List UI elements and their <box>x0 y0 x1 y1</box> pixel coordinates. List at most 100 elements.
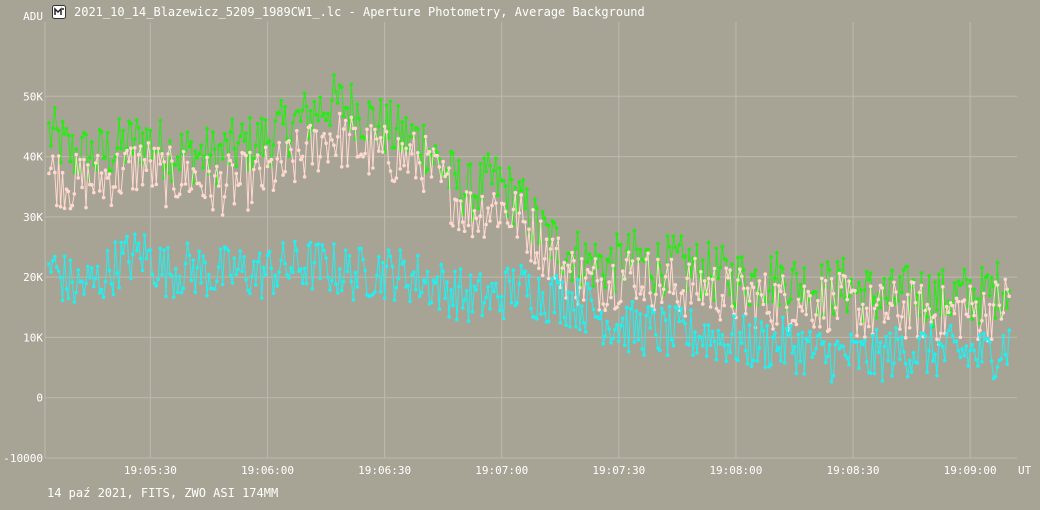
data-point <box>458 267 463 271</box>
data-point <box>644 313 648 318</box>
data-point <box>859 322 863 326</box>
data-point <box>123 240 127 245</box>
data-point <box>941 345 945 349</box>
data-point <box>343 118 348 123</box>
data-point <box>626 349 631 354</box>
data-point <box>950 303 955 308</box>
data-point <box>665 234 670 238</box>
data-point <box>306 243 311 248</box>
data-point <box>49 166 53 171</box>
data-point <box>786 333 791 337</box>
data-point <box>923 333 928 338</box>
data-point <box>291 270 295 275</box>
data-point <box>640 347 645 351</box>
data-point <box>630 300 635 304</box>
data-point <box>1005 305 1009 310</box>
data-point <box>318 154 323 159</box>
data-point <box>480 313 485 318</box>
data-point <box>238 182 242 186</box>
data-point <box>127 259 131 264</box>
data-point <box>371 292 375 297</box>
data-point <box>941 285 945 289</box>
data-point <box>847 279 851 284</box>
data-point <box>1005 287 1009 292</box>
data-point <box>168 139 172 143</box>
data-point <box>185 241 190 246</box>
data-point <box>769 319 773 323</box>
data-point <box>642 353 646 357</box>
data-point <box>252 167 256 172</box>
data-point <box>720 244 725 249</box>
data-point <box>894 326 898 330</box>
data-point <box>792 261 797 265</box>
data-point <box>970 317 974 322</box>
data-point <box>265 253 270 258</box>
data-point <box>714 306 719 311</box>
data-point <box>341 279 346 284</box>
data-point <box>285 272 289 277</box>
data-point <box>203 195 207 200</box>
data-point <box>790 268 795 272</box>
data-point <box>679 306 684 311</box>
data-point <box>751 358 756 363</box>
data-point <box>925 315 929 319</box>
data-point <box>51 258 55 263</box>
data-point <box>316 242 321 246</box>
data-point <box>488 219 492 223</box>
data-point <box>158 162 162 166</box>
data-point <box>382 124 387 129</box>
data-point <box>78 157 82 162</box>
data-point <box>718 318 723 322</box>
data-point <box>425 152 430 156</box>
data-point <box>788 324 793 328</box>
data-point <box>728 268 732 272</box>
data-point <box>300 108 305 112</box>
data-point <box>74 152 78 157</box>
data-point <box>941 268 945 272</box>
data-point <box>269 266 274 271</box>
data-point <box>566 263 570 268</box>
data-point <box>767 289 771 293</box>
data-point <box>985 336 990 341</box>
data-point <box>287 139 291 143</box>
data-point <box>970 342 974 347</box>
data-point <box>144 127 149 131</box>
data-point <box>109 203 114 207</box>
telescope-app-icon[interactable] <box>52 5 66 19</box>
data-point <box>449 288 453 292</box>
data-point <box>291 120 295 125</box>
data-point <box>964 277 969 282</box>
data-point <box>296 148 301 153</box>
data-point <box>255 260 260 264</box>
data-point <box>884 296 888 301</box>
data-point <box>158 119 162 123</box>
data-point <box>550 237 555 242</box>
data-point <box>199 184 203 188</box>
data-point <box>431 278 436 283</box>
data-point <box>841 344 846 349</box>
data-point <box>134 118 139 122</box>
data-point <box>761 329 766 333</box>
data-point <box>939 331 943 336</box>
data-point <box>246 208 250 212</box>
data-point <box>864 269 869 274</box>
data-point <box>148 128 153 133</box>
data-point <box>857 366 861 370</box>
data-point <box>250 200 254 205</box>
data-point <box>416 127 420 131</box>
data-point <box>779 289 783 294</box>
data-point <box>396 136 401 141</box>
data-point <box>681 289 685 293</box>
data-point <box>230 117 235 121</box>
data-point <box>656 242 660 246</box>
data-point <box>279 98 284 103</box>
data-point <box>310 286 315 291</box>
data-point <box>812 325 816 329</box>
data-point <box>150 184 155 188</box>
data-point <box>968 348 972 353</box>
data-point <box>47 121 51 125</box>
data-point <box>907 326 912 330</box>
data-point <box>207 272 211 277</box>
data-point <box>66 189 71 194</box>
